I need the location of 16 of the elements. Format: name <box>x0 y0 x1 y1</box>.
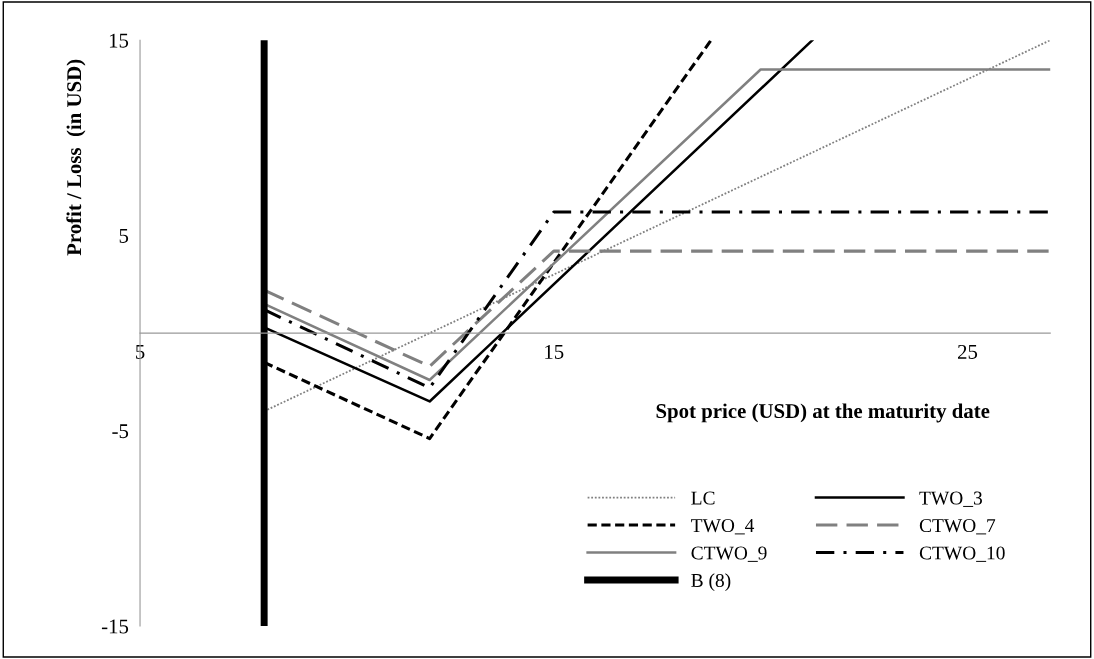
y-axis-title: Profit / Loss (in USD) <box>66 59 86 256</box>
x-axis-title: Spot price (USD) at the maturity date <box>656 403 990 423</box>
legend-label: B (8) <box>691 573 731 591</box>
legend-label: CTWO_10 <box>919 546 1005 562</box>
y-tick-label: 15 <box>109 33 129 48</box>
legend-label: CTWO_7 <box>919 519 996 535</box>
y-tick-label: -15 <box>101 619 129 634</box>
legend-label: LC <box>691 491 715 505</box>
legend-label: CTWO_9 <box>691 546 767 562</box>
x-tick-label: 15 <box>545 344 564 359</box>
y-tick-label: -5 <box>112 424 129 439</box>
x-tick-label: 5 <box>136 345 145 359</box>
legend-label: TWO_3 <box>919 491 982 507</box>
y-tick-label: 5 <box>119 229 129 243</box>
x-tick-label: 25 <box>957 344 978 359</box>
legend-label: TWO_4 <box>691 519 755 535</box>
